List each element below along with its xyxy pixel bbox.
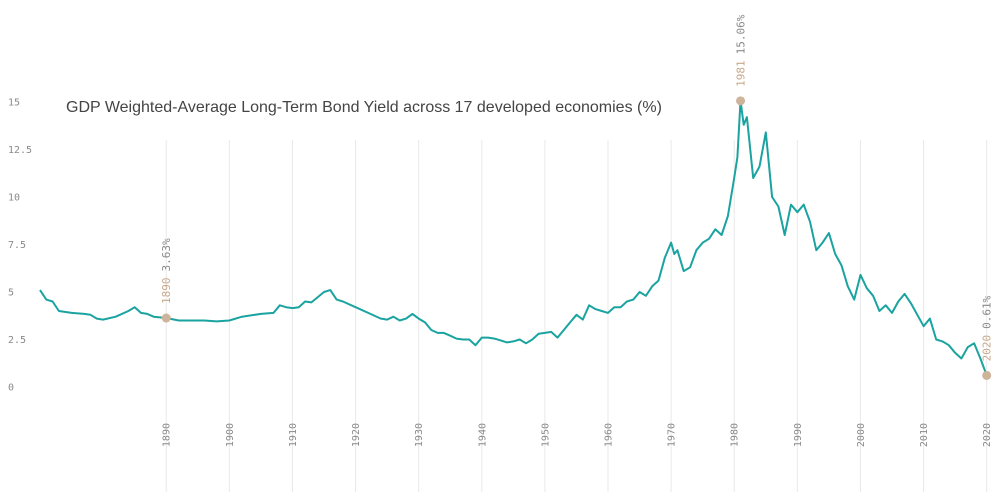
annotation-year: 1981: [735, 60, 748, 87]
annotation-year: 2020: [981, 335, 994, 362]
x-tick-label: 1910: [288, 423, 299, 447]
x-axis-tick-labels: 1890 1900 1910 1920 1930 1940 1950 1960 1970 1980…: [162, 423, 993, 447]
y-tick-label: 15: [8, 98, 20, 109]
x-tick-label: 1970: [667, 423, 678, 447]
annotation-value: 3.63%: [160, 238, 173, 271]
y-tick-label: 2.5: [8, 335, 26, 346]
annotation-value: 0.61%: [981, 295, 994, 328]
x-tick-label: 1940: [477, 423, 488, 447]
x-tick-label: 1900: [225, 423, 236, 447]
y-tick-label: 5: [8, 288, 14, 299]
vertical-gridlines: [165, 140, 988, 492]
y-tick-label: 7.5: [8, 240, 26, 251]
y-axis-tick-labels: 0 2.5 5 7.5 10 12.5 15: [8, 98, 32, 394]
x-tick-label: 1920: [351, 423, 362, 447]
x-tick-label: 2020: [982, 423, 993, 447]
chart-title: GDP Weighted-Average Long-Term Bond Yiel…: [66, 99, 662, 116]
series-line: [39, 99, 988, 376]
annotation-layer: 1890 3.63% 1981 15.06% 2020 0.61%: [160, 14, 994, 380]
annotation-marker-2020: [982, 370, 992, 380]
x-tick-label: 2000: [856, 423, 867, 447]
annotation-value: 15.06%: [735, 14, 748, 54]
y-tick-label: 0: [8, 383, 14, 394]
x-tick-label: 2010: [919, 423, 930, 447]
annotation-label-1981: 1981 15.06%: [735, 14, 748, 87]
x-tick-label: 1930: [414, 423, 425, 447]
x-tick-label: 1950: [540, 423, 551, 447]
y-tick-label: 12.5: [8, 145, 32, 156]
annotation-marker-1890: [161, 313, 171, 323]
annotation-label-2020: 2020 0.61%: [981, 295, 994, 361]
x-tick-label: 1890: [162, 423, 173, 447]
x-tick-label: 1990: [793, 423, 804, 447]
x-tick-label: 1960: [604, 423, 615, 447]
x-tick-label: 1980: [730, 423, 741, 447]
annotation-label-1890: 1890 3.63%: [160, 238, 173, 304]
y-tick-label: 10: [8, 193, 20, 204]
series-layer: [39, 99, 988, 376]
annotation-year: 1890: [160, 278, 173, 305]
annotation-marker-1981: [736, 96, 746, 106]
